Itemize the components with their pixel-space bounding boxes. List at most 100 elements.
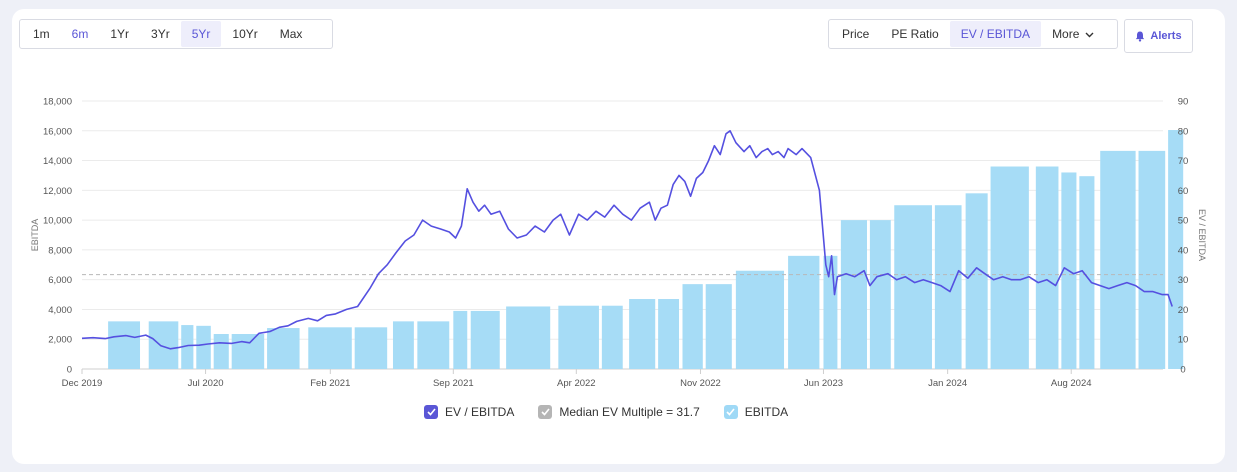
ebitda-bar[interactable]: [108, 321, 141, 369]
ebitda-bar[interactable]: [990, 166, 1029, 369]
right-axis-tick-label: 40: [1178, 245, 1189, 256]
ebitda-bar[interactable]: [470, 310, 500, 369]
metric-tab-pe-ratio[interactable]: PE Ratio: [880, 21, 949, 47]
button-label: 5Yr: [191, 27, 211, 41]
metric-tab-price[interactable]: Price: [831, 21, 880, 47]
range-button-1yr[interactable]: 1Yr: [99, 21, 140, 47]
button-label: 1Yr: [110, 27, 130, 41]
button-label: Max: [279, 27, 303, 41]
legend-item-median[interactable]: Median EV Multiple = 31.7: [538, 405, 700, 419]
ebitda-bar[interactable]: [558, 305, 599, 369]
right-axis-tick-label: 70: [1178, 156, 1189, 167]
ebitda-bar[interactable]: [1035, 166, 1059, 369]
left-axis-tick-label: 8,000: [48, 245, 72, 256]
x-axis-tick-label: Apr 2022: [557, 378, 596, 389]
checkbox-checked-icon[interactable]: [723, 405, 738, 419]
ebitda-bar[interactable]: [506, 306, 551, 369]
x-axis-tick-label: Sep 2021: [433, 378, 474, 389]
alerts-button[interactable]: Alerts: [1124, 19, 1193, 53]
ebitda-bar[interactable]: [840, 220, 867, 369]
legend-label-ev-ebitda: EV / EBITDA: [445, 405, 515, 419]
ebitda-bar[interactable]: [869, 220, 891, 369]
ebitda-bar[interactable]: [267, 328, 300, 369]
metric-tab-ev-ebitda[interactable]: EV / EBITDA: [949, 21, 1042, 47]
left-axis-title: EBITDA: [30, 219, 40, 252]
right-axis-tick-label: 50: [1178, 216, 1189, 227]
ebitda-bar[interactable]: [788, 255, 820, 369]
ebitda-bar[interactable]: [894, 205, 932, 369]
range-button-max[interactable]: Max: [269, 21, 314, 47]
left-axis-tick-label: 12,000: [43, 186, 72, 197]
ev-ebitda-series-line[interactable]: [81, 130, 1173, 350]
button-label: More: [1052, 27, 1080, 41]
ebitda-bar[interactable]: [1138, 150, 1166, 369]
right-axis-tick-label: 0: [1180, 365, 1185, 376]
left-axis-tick-label: 18,000: [43, 97, 72, 108]
left-axis-tick-label: 6,000: [48, 275, 72, 286]
chart-legend: EV / EBITDA Median EV Multiple = 31.7 EB…: [424, 405, 788, 419]
right-axis-tick-label: 20: [1178, 305, 1189, 316]
ebitda-bar[interactable]: [705, 284, 732, 369]
x-axis-tick-label: Feb 2021: [310, 378, 350, 389]
left-axis-tick-label: 0: [67, 365, 72, 376]
ebitda-bar[interactable]: [965, 193, 988, 369]
ebitda-bar[interactable]: [823, 255, 838, 369]
ebitda-bar[interactable]: [417, 321, 450, 369]
range-button-1m[interactable]: 1m: [22, 21, 61, 47]
range-button-10yr[interactable]: 10Yr: [221, 21, 268, 47]
button-label: 3Yr: [151, 27, 170, 41]
ebitda-bar[interactable]: [658, 299, 680, 369]
alerts-label: Alerts: [1150, 30, 1182, 42]
ebitda-bar[interactable]: [148, 321, 179, 369]
button-label: PE Ratio: [891, 27, 939, 41]
checkbox-checked-icon[interactable]: [424, 405, 438, 419]
ebitda-bar[interactable]: [1100, 150, 1136, 369]
time-range-selector: 1m 6m 1Yr 3Yr 5Yr 10Yr Max: [19, 19, 333, 49]
chevron-down-icon: [1085, 32, 1094, 38]
ebitda-bar[interactable]: [308, 327, 352, 369]
right-axis-tick-label: 80: [1178, 126, 1189, 137]
ebitda-bar[interactable]: [1168, 130, 1184, 369]
x-axis-tick-label: Jun 2023: [804, 378, 843, 389]
range-button-5yr[interactable]: 5Yr: [180, 21, 222, 47]
range-button-6m[interactable]: 6m: [61, 21, 100, 47]
button-label: 6m: [71, 27, 89, 41]
button-label: 1m: [33, 27, 50, 41]
right-axis-tick-label: 90: [1178, 97, 1189, 108]
ebitda-bar[interactable]: [934, 205, 962, 369]
legend-label-ebitda: EBITDA: [744, 405, 789, 419]
x-axis-tick-label: Jan 2024: [928, 378, 967, 389]
bell-icon: [1136, 31, 1145, 42]
legend-item-ebitda[interactable]: EBITDA: [723, 405, 789, 419]
ebitda-bar[interactable]: [181, 325, 194, 369]
ebitda-bar[interactable]: [682, 284, 703, 369]
button-label: Price: [842, 27, 870, 41]
metric-tab-more[interactable]: More: [1041, 21, 1105, 47]
legend-item-ev-ebitda[interactable]: EV / EBITDA: [424, 405, 514, 419]
ebitda-bar[interactable]: [392, 321, 414, 369]
ebitda-bar[interactable]: [735, 270, 785, 369]
checkbox-checked-icon[interactable]: [538, 405, 553, 419]
legend-label-median: Median EV Multiple = 31.7: [559, 405, 700, 419]
right-axis-tick-label: 30: [1178, 275, 1189, 286]
metric-selector: Price PE Ratio EV / EBITDA More: [828, 19, 1118, 49]
ebitda-bar[interactable]: [1079, 176, 1095, 369]
range-button-3yr[interactable]: 3Yr: [140, 21, 181, 47]
ebitda-bar[interactable]: [629, 299, 656, 369]
ebitda-bar[interactable]: [453, 310, 468, 369]
left-axis-tick-label: 4,000: [48, 305, 72, 316]
left-axis-tick-label: 16,000: [43, 126, 72, 137]
ebitda-bar[interactable]: [354, 327, 388, 369]
ebitda-bar[interactable]: [231, 334, 265, 369]
ebitda-bar[interactable]: [196, 325, 211, 369]
left-axis-tick-label: 14,000: [43, 156, 72, 167]
ebitda-bar[interactable]: [601, 305, 623, 369]
ebitda-bar[interactable]: [213, 334, 229, 369]
x-axis-tick-label: Nov 2022: [680, 378, 721, 389]
x-axis-tick-label: Aug 2024: [1051, 378, 1092, 389]
button-label: EV / EBITDA: [960, 27, 1031, 41]
right-axis-title: EV / EBITDA: [1197, 209, 1207, 261]
right-axis-tick-label: 60: [1178, 186, 1189, 197]
left-axis-tick-label: 10,000: [43, 216, 72, 227]
